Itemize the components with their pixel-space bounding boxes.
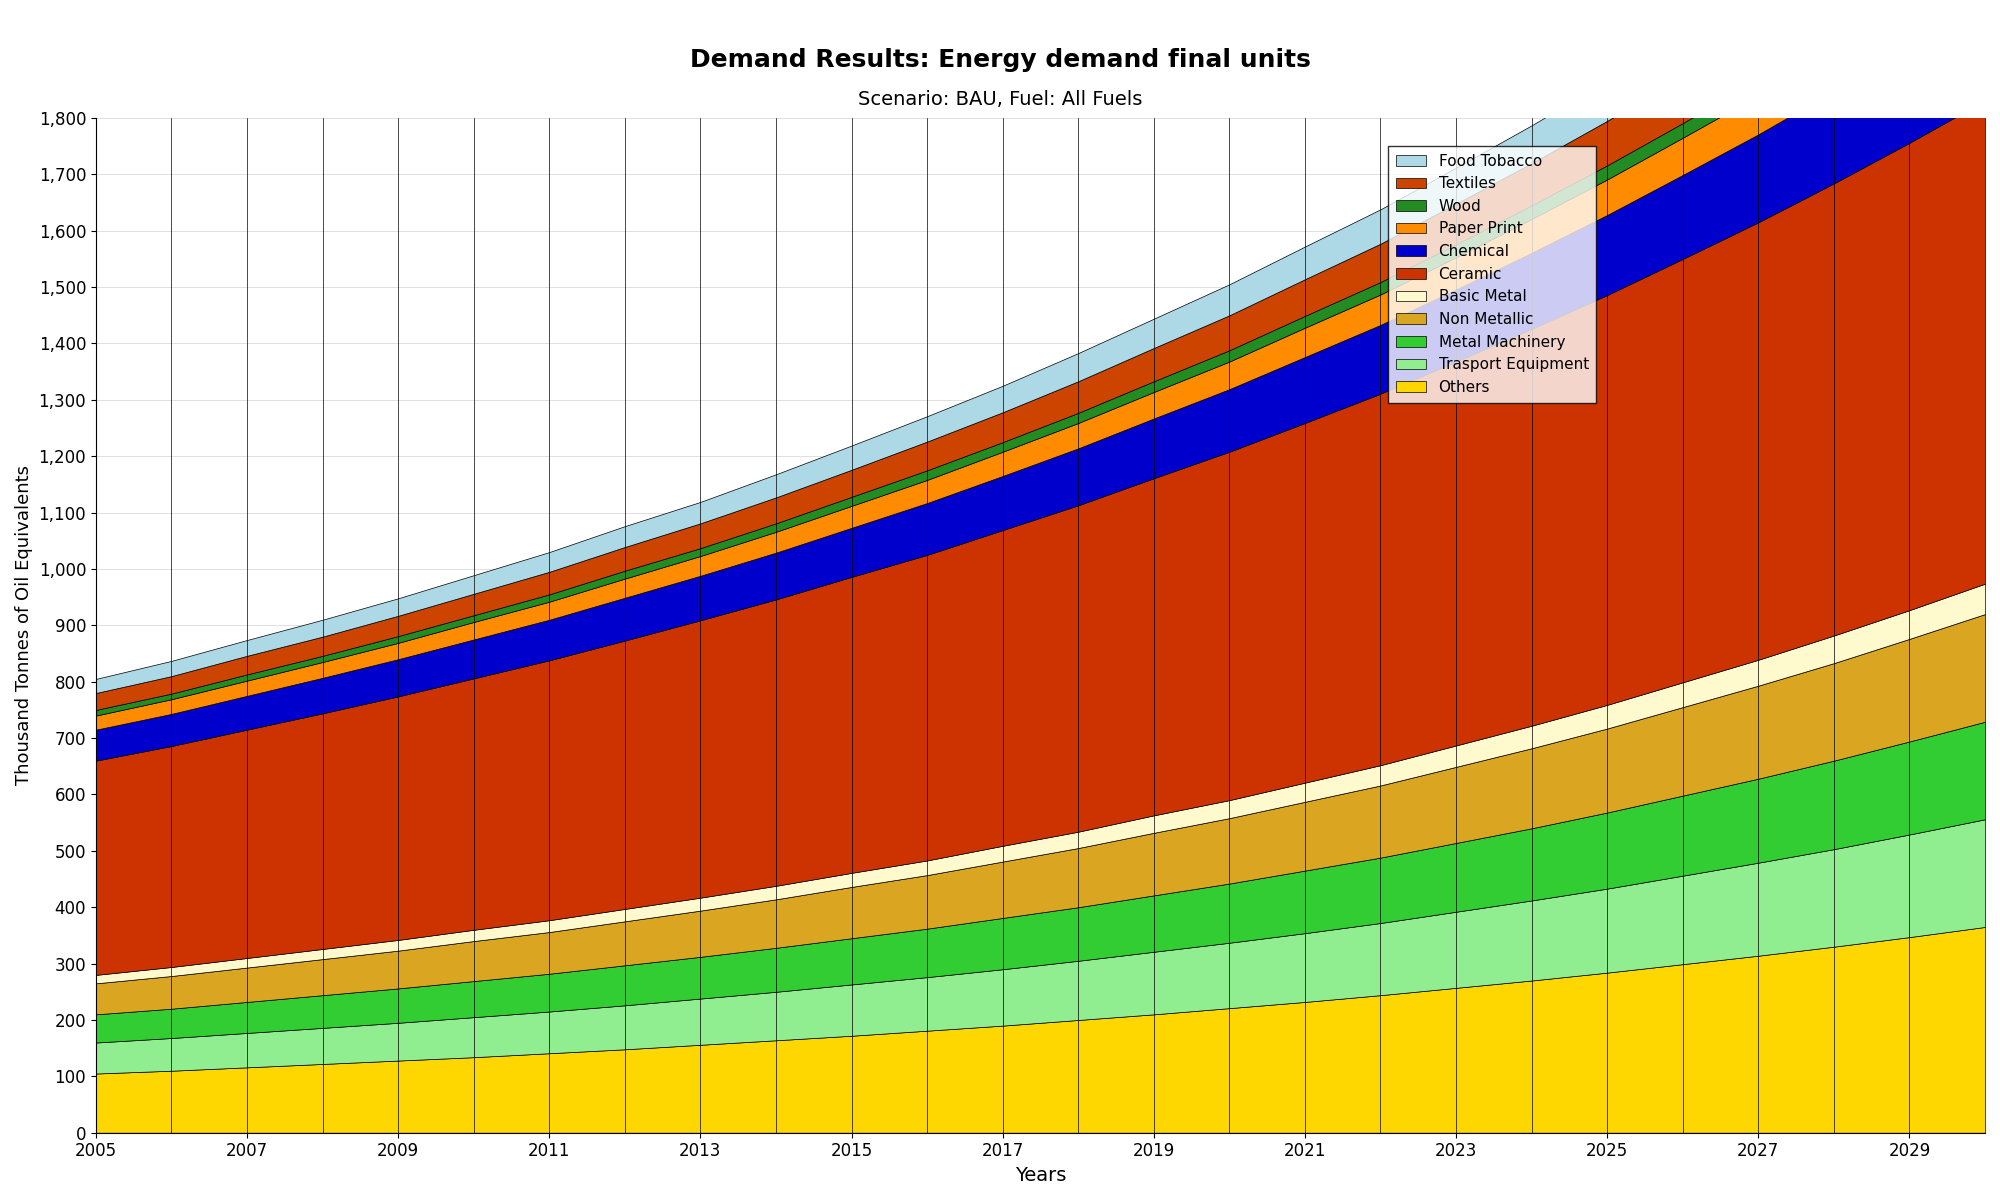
Text: Demand Results: Energy demand final units: Demand Results: Energy demand final unit… [690, 48, 1310, 72]
Y-axis label: Thousand Tonnes of Oil Equivalents: Thousand Tonnes of Oil Equivalents [14, 466, 32, 785]
Legend: Food Tobacco, Textiles, Wood, Paper Print, Chemical, Ceramic, Basic Metal, Non M: Food Tobacco, Textiles, Wood, Paper Prin… [1388, 146, 1596, 403]
X-axis label: Years: Years [1014, 1166, 1066, 1184]
Text: Scenario: BAU, Fuel: All Fuels: Scenario: BAU, Fuel: All Fuels [858, 90, 1142, 109]
